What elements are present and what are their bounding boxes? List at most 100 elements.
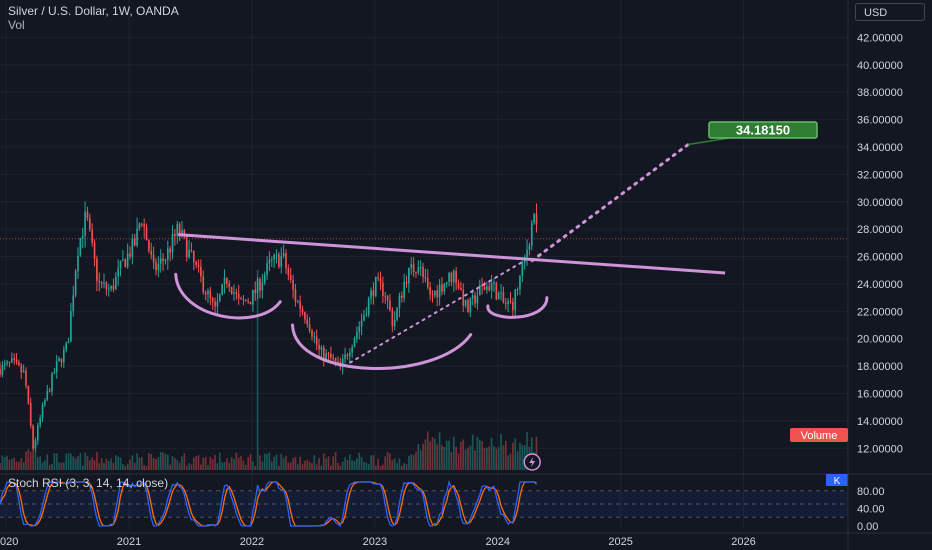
- currency-button[interactable]: USD: [855, 3, 925, 21]
- target-label-text: 34.18150: [736, 123, 790, 138]
- candle-body: [93, 242, 96, 259]
- candle-body: [296, 301, 299, 303]
- volume-bar: [174, 458, 176, 470]
- candle-body: [294, 289, 297, 302]
- volume-bar: [457, 453, 460, 470]
- candle-body: [519, 275, 521, 290]
- candle-body: [136, 228, 138, 246]
- volume-bar: [77, 456, 79, 470]
- volume-bar: [218, 452, 221, 470]
- volume-bar: [81, 465, 84, 470]
- candle-body: [105, 282, 108, 290]
- candle-body: [143, 224, 145, 228]
- candle-body: [39, 417, 42, 426]
- stoch-d-line: [0, 481, 537, 527]
- volume-bar: [393, 458, 396, 470]
- candle-body: [96, 258, 98, 282]
- candle-body: [311, 330, 313, 337]
- candle-body: [287, 268, 290, 276]
- volume-legend-label: Vol: [8, 18, 25, 32]
- candle-body: [131, 238, 134, 257]
- candle-body: [103, 282, 105, 284]
- candle-body: [318, 344, 320, 350]
- volume-bar: [289, 462, 292, 470]
- candle-body: [330, 353, 332, 358]
- candle-body: [474, 295, 476, 304]
- volume-bar: [493, 446, 495, 470]
- volume-bar: [117, 456, 119, 470]
- volume-bar: [306, 459, 309, 470]
- candle-body: [384, 295, 387, 297]
- volume-bar: [96, 452, 98, 470]
- volume-bar: [358, 452, 361, 470]
- volume-bar: [15, 461, 18, 470]
- candle-body: [98, 281, 101, 283]
- candle-body: [72, 295, 75, 312]
- volume-bar: [233, 458, 235, 470]
- candle-body: [460, 287, 462, 291]
- candle-body: [58, 358, 60, 362]
- pattern-drawings: 34.18150: [0, 121, 848, 471]
- volume-bar: [415, 451, 417, 470]
- volume-bar: [353, 460, 356, 470]
- candle-body: [493, 282, 495, 284]
- volume-bar: [398, 458, 401, 470]
- price-tick-label: 20.00000: [857, 334, 903, 346]
- volume-bar: [370, 455, 372, 470]
- price-tick-label: 42.00000: [857, 32, 903, 44]
- candle-body: [382, 282, 384, 296]
- volume-bar: [512, 442, 514, 470]
- volume-bar: [450, 452, 453, 470]
- volume-bar: [356, 458, 358, 470]
- candle-body: [263, 274, 266, 283]
- volume-bar: [211, 458, 214, 470]
- volume-bar: [424, 439, 427, 470]
- candle-body: [403, 281, 405, 298]
- volume-bar: [58, 462, 60, 470]
- volume-bar: [301, 464, 304, 470]
- volume-bar: [195, 455, 197, 470]
- volume-bar: [334, 452, 337, 470]
- candle-body: [0, 368, 1, 375]
- candle-body: [221, 284, 223, 295]
- right-shoulder-curve: [486, 296, 549, 319]
- time-tick-label: 2025: [608, 536, 632, 548]
- candle-body: [211, 297, 214, 302]
- volume-bar: [516, 451, 519, 470]
- candle-body: [169, 248, 171, 253]
- candle-body: [438, 284, 441, 298]
- volume-bar: [285, 455, 287, 470]
- volume-bar: [320, 465, 323, 470]
- candle-body: [235, 292, 238, 294]
- candle-body: [405, 281, 408, 284]
- candle-body: [51, 373, 53, 392]
- candle-body: [341, 358, 344, 368]
- candle-body: [322, 347, 325, 360]
- candle-body: [422, 267, 424, 278]
- volume-bar: [535, 436, 538, 470]
- candle-body: [1, 364, 4, 375]
- volume-bar: [263, 453, 266, 470]
- volume-bar: [443, 447, 446, 470]
- candle-body: [436, 290, 439, 298]
- candle-body: [448, 272, 450, 282]
- volume-bar: [169, 464, 171, 470]
- volume-bar: [122, 464, 124, 470]
- volume-bar: [53, 453, 56, 470]
- candle-body: [467, 300, 469, 313]
- price-tick-label: 18.00000: [857, 361, 903, 373]
- candle-body: [8, 361, 11, 363]
- volume-bar: [332, 456, 335, 470]
- candle-body: [443, 283, 446, 292]
- volume-bar: [294, 457, 297, 470]
- volume-bar: [382, 464, 384, 470]
- candle-body: [29, 402, 32, 426]
- price-tick-label: 34.00000: [857, 142, 903, 154]
- volume-bar: [292, 458, 294, 470]
- candle-body: [195, 261, 197, 265]
- candle-body: [417, 267, 420, 273]
- volume-bar: [365, 462, 368, 470]
- volume-bar: [287, 462, 290, 470]
